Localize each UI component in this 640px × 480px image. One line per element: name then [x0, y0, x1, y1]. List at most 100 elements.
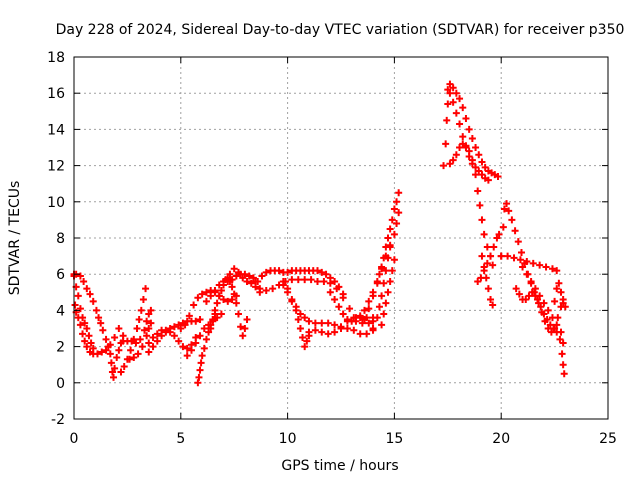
data-point	[252, 277, 260, 285]
data-point	[449, 98, 457, 106]
data-point	[478, 158, 486, 166]
data-point	[175, 337, 183, 345]
data-point	[196, 332, 204, 340]
data-point	[288, 276, 296, 284]
data-point	[384, 288, 392, 296]
data-point	[322, 270, 330, 278]
data-point	[142, 285, 150, 293]
data-point	[339, 294, 347, 302]
data-point	[133, 325, 141, 332]
y-tick-label: 12	[47, 159, 65, 175]
data-point	[143, 317, 151, 325]
data-point	[537, 303, 545, 311]
data-point	[525, 292, 533, 300]
data-point	[546, 321, 554, 329]
data-point	[185, 312, 193, 320]
data-point	[136, 335, 144, 343]
data-point	[489, 261, 497, 269]
data-point	[318, 319, 326, 327]
data-point	[369, 325, 377, 332]
points-layer	[70, 80, 569, 387]
data-point	[85, 332, 93, 340]
data-point	[443, 116, 451, 124]
data-point	[177, 325, 185, 332]
data-point	[511, 227, 519, 235]
data-point	[314, 267, 322, 275]
data-point	[111, 334, 119, 342]
data-point	[559, 361, 567, 369]
x-tick-label: 5	[176, 431, 185, 447]
data-point	[346, 305, 354, 313]
y-tick-label: -2	[51, 412, 65, 428]
data-point	[365, 305, 373, 313]
data-point	[534, 296, 542, 304]
data-point	[350, 326, 358, 334]
data-point	[145, 348, 153, 356]
data-point	[343, 325, 351, 332]
data-point	[104, 343, 112, 351]
data-point	[365, 319, 373, 327]
data-point	[139, 296, 147, 304]
data-point	[145, 310, 153, 318]
data-point	[515, 290, 523, 298]
data-point	[76, 272, 84, 280]
data-point	[508, 216, 516, 224]
data-point	[384, 254, 392, 262]
data-point	[452, 109, 460, 117]
data-point	[130, 335, 138, 343]
data-point	[181, 321, 189, 329]
data-point	[166, 328, 174, 336]
data-point	[226, 270, 234, 278]
data-point	[200, 325, 208, 332]
data-point	[393, 220, 401, 228]
chart-title: Day 228 of 2024, Sidereal Day-to-day VTE…	[56, 22, 625, 38]
data-point	[292, 303, 300, 311]
data-point	[170, 323, 178, 331]
data-point	[386, 225, 394, 233]
data-point	[108, 368, 116, 376]
data-point	[89, 344, 97, 352]
data-point	[446, 89, 454, 97]
data-point	[523, 258, 531, 266]
data-point	[241, 325, 249, 332]
data-point	[446, 80, 454, 88]
data-point	[296, 325, 304, 332]
data-point	[228, 276, 236, 284]
data-point	[213, 299, 221, 307]
data-point	[126, 355, 134, 363]
data-point	[516, 256, 524, 264]
data-point	[462, 115, 470, 123]
data-point	[375, 303, 383, 311]
data-point	[326, 279, 334, 287]
y-axis-label: SDTVAR / TECUs	[7, 181, 23, 296]
data-point	[510, 254, 518, 262]
data-point	[483, 243, 491, 251]
data-point	[459, 104, 467, 112]
data-point	[490, 243, 498, 251]
grid-layer	[74, 57, 608, 419]
data-point	[484, 176, 492, 184]
data-point	[356, 314, 364, 322]
data-point	[333, 285, 341, 293]
y-tick-label: 16	[47, 86, 65, 102]
data-point	[138, 343, 146, 351]
data-point	[442, 140, 450, 148]
data-point	[380, 310, 388, 318]
data-point	[117, 368, 125, 376]
data-point	[452, 89, 460, 97]
data-point	[149, 334, 157, 342]
data-point	[243, 315, 251, 323]
data-point	[352, 317, 360, 325]
data-point	[311, 326, 319, 334]
data-point	[493, 234, 501, 242]
data-point	[358, 319, 366, 327]
y-tick-label: 18	[47, 50, 65, 66]
data-point	[558, 350, 566, 358]
data-point	[472, 144, 480, 151]
data-point	[339, 310, 347, 318]
data-point	[215, 281, 223, 289]
data-point	[239, 274, 247, 282]
data-point	[388, 216, 396, 224]
data-point	[192, 317, 200, 325]
data-point	[143, 332, 151, 340]
